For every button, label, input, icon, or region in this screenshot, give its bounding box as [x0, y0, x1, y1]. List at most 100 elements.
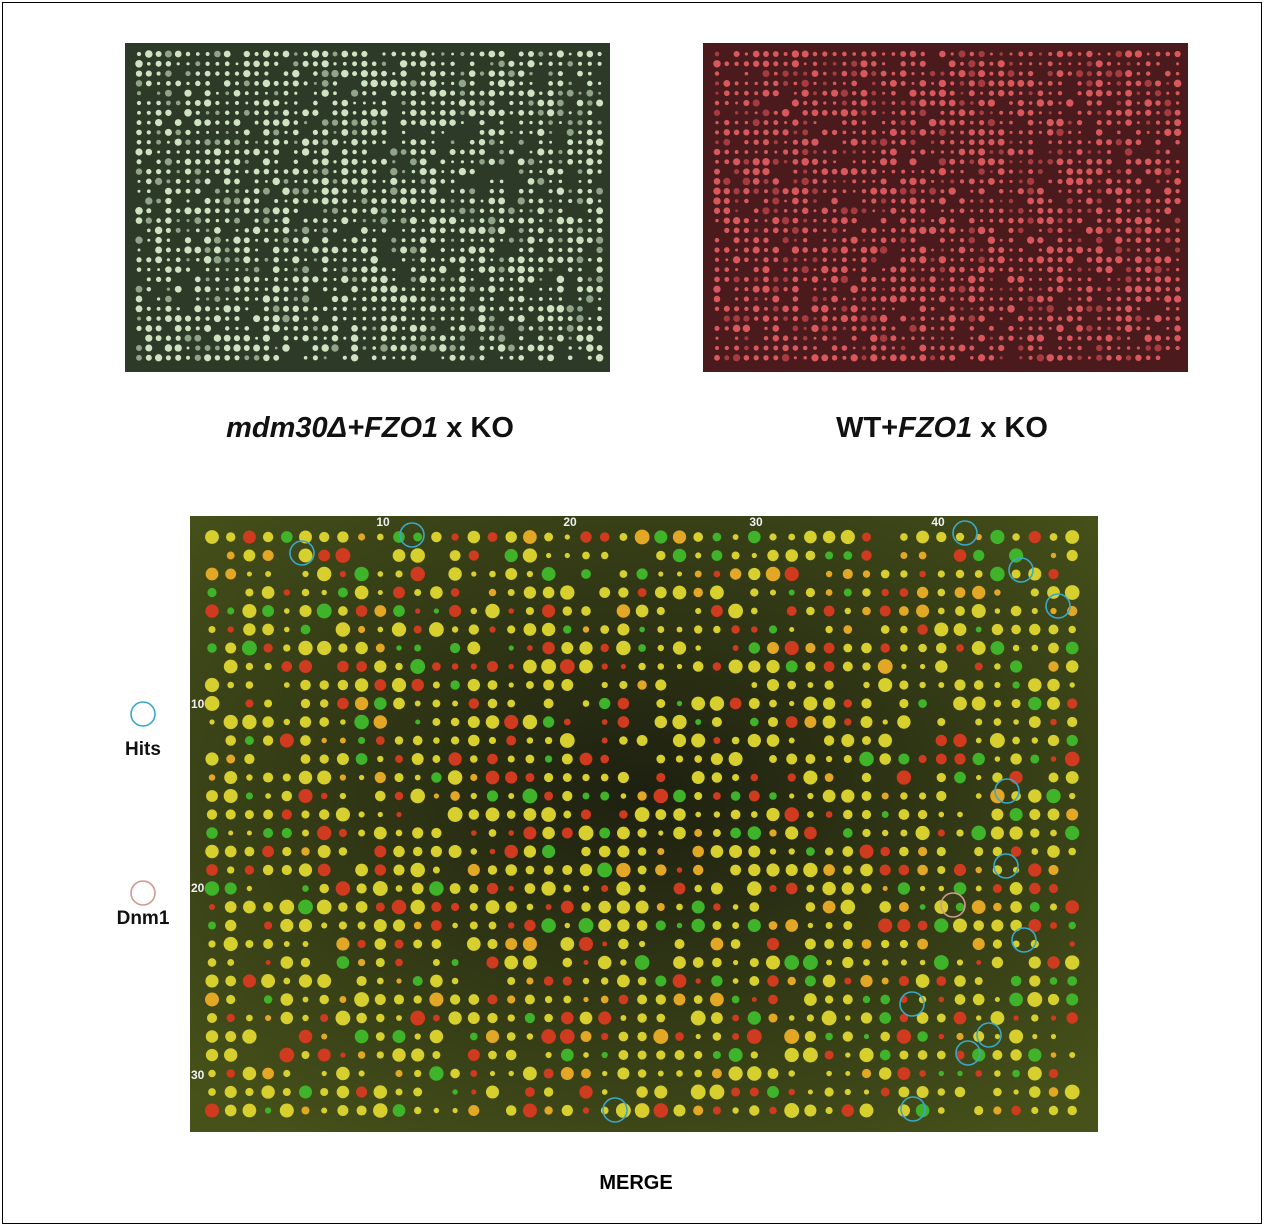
colony	[224, 715, 238, 729]
colony	[1096, 305, 1103, 312]
colony	[302, 589, 310, 597]
colony	[244, 80, 250, 86]
colony	[567, 90, 574, 97]
colony	[961, 278, 964, 281]
colony	[969, 80, 975, 86]
colony	[196, 111, 200, 115]
colony	[577, 198, 583, 204]
colony	[340, 571, 346, 577]
colony	[562, 1105, 573, 1116]
colony	[1050, 608, 1056, 614]
colony	[529, 326, 534, 331]
colony	[283, 81, 288, 86]
colony	[195, 61, 200, 66]
colony	[754, 316, 758, 320]
colony	[294, 160, 298, 164]
colony	[823, 219, 827, 223]
colony	[979, 110, 984, 115]
colony	[729, 1048, 743, 1062]
colony	[802, 149, 808, 155]
colony	[998, 129, 1004, 135]
colony	[561, 1012, 574, 1025]
colony	[804, 327, 807, 330]
colony	[831, 247, 837, 253]
colony	[1008, 80, 1015, 87]
colony	[881, 178, 887, 184]
colony	[488, 129, 495, 136]
colony	[341, 51, 348, 58]
colony	[223, 305, 230, 312]
colony	[860, 864, 873, 877]
colony	[356, 901, 368, 913]
colony	[373, 1103, 388, 1118]
colony	[352, 277, 357, 282]
colony	[301, 1051, 309, 1059]
label-part: x KO	[980, 412, 1048, 444]
colony	[715, 346, 719, 350]
colony	[559, 297, 562, 300]
colony	[264, 995, 272, 1003]
colony	[872, 307, 876, 311]
colony	[242, 1029, 256, 1043]
colony	[956, 533, 964, 541]
colony	[1007, 148, 1014, 155]
colony	[1029, 356, 1033, 360]
colony	[372, 317, 376, 321]
colony	[586, 90, 593, 97]
colony	[1039, 278, 1042, 281]
colony	[735, 209, 738, 212]
colony	[831, 198, 838, 205]
colony	[1087, 111, 1092, 116]
colony	[208, 626, 215, 633]
colony	[954, 864, 966, 876]
colony	[1088, 150, 1092, 154]
colony	[376, 736, 385, 745]
legend-label: Hits	[125, 739, 161, 761]
colony	[901, 228, 905, 232]
colony	[735, 268, 738, 271]
colony	[1018, 208, 1024, 214]
colony	[658, 830, 663, 835]
colony	[510, 278, 513, 281]
colony	[732, 922, 739, 929]
colony	[969, 286, 975, 292]
colony	[1031, 1014, 1038, 1021]
colony	[568, 82, 572, 86]
colony	[841, 315, 848, 322]
colony	[882, 131, 885, 134]
colony	[176, 336, 181, 341]
colony	[441, 82, 444, 85]
colony	[731, 810, 741, 820]
colony	[196, 71, 201, 76]
colony	[412, 307, 415, 310]
colony	[420, 345, 426, 351]
colony	[767, 975, 778, 986]
colony	[861, 110, 867, 116]
colony	[468, 735, 480, 747]
colony	[1065, 900, 1079, 914]
colony	[1066, 1012, 1077, 1023]
colony	[401, 208, 406, 213]
colony	[317, 826, 331, 840]
colony	[225, 882, 237, 894]
colony	[765, 298, 768, 301]
colony	[871, 257, 877, 263]
colony	[939, 51, 946, 58]
colony	[391, 345, 397, 351]
colony	[863, 570, 870, 577]
colony	[410, 548, 425, 563]
colony	[489, 100, 494, 105]
colony	[871, 169, 877, 175]
colony	[833, 239, 836, 242]
colony	[333, 228, 337, 232]
colony	[1008, 335, 1013, 340]
colony	[1127, 209, 1130, 212]
colony	[450, 336, 455, 341]
colony	[1127, 62, 1131, 66]
colony	[354, 992, 369, 1007]
colony	[712, 958, 722, 968]
colony	[578, 160, 582, 164]
colony	[265, 278, 268, 281]
colony	[431, 846, 442, 857]
colony	[882, 209, 885, 212]
